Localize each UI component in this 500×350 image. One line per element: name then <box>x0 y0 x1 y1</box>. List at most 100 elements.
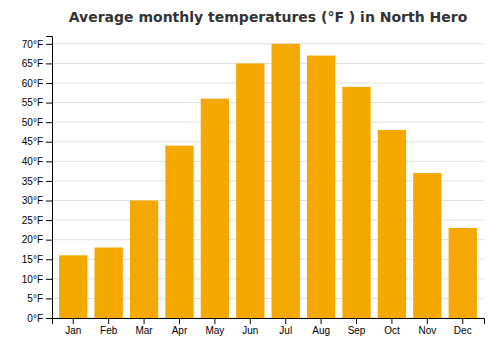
bar <box>59 255 87 318</box>
x-tick-mark <box>250 318 251 324</box>
y-tick: 20°F <box>22 234 52 245</box>
x-tick-label: Aug <box>312 325 330 336</box>
x-tick-mark <box>427 318 428 324</box>
y-tick-label: 45°F <box>22 136 43 147</box>
y-tick: 45°F <box>22 136 52 147</box>
y-tick-label: 35°F <box>22 176 43 187</box>
grid-line <box>52 161 484 162</box>
y-tick-mark <box>46 83 52 84</box>
y-tick-mark <box>46 44 52 45</box>
y-tick-label: 25°F <box>22 215 43 226</box>
x-tick: Jun <box>242 318 258 336</box>
chart: 0°F 5°F 10°F 15°F 20°F 25°F 30°F 35°F 40°F 45°F 50… <box>0 0 500 350</box>
bar <box>413 173 441 318</box>
x-tick: Oct <box>384 318 400 336</box>
y-tick-label: 55°F <box>22 97 43 108</box>
y-tick-mark <box>46 103 52 104</box>
x-tick: Jan <box>65 318 81 336</box>
y-tick: 35°F <box>22 176 52 187</box>
y-tick-label: 10°F <box>22 274 43 285</box>
y-tick: 5°F <box>27 293 52 304</box>
bar <box>272 44 300 318</box>
x-tick: Sep <box>348 318 366 336</box>
x-tick-label: May <box>205 325 224 336</box>
x-tick-label: Jun <box>242 325 258 336</box>
x-axis-line <box>53 319 485 325</box>
y-tick: 30°F <box>22 195 52 206</box>
x-tick-label: Jan <box>65 325 81 336</box>
x-tick-mark <box>73 318 74 324</box>
plot: 0°F 5°F 10°F 15°F 20°F 25°F 30°F 35°F 40°F 45°F 50… <box>22 37 485 337</box>
x-tick: Aug <box>312 318 330 336</box>
x-tick-mark <box>356 318 357 324</box>
bar <box>378 130 406 318</box>
y-tick-mark <box>46 63 52 64</box>
x-tick-label: Jul <box>279 325 292 336</box>
bar <box>236 63 264 318</box>
x-tick-mark <box>108 318 109 324</box>
y-tick-label: 5°F <box>27 293 43 304</box>
y-tick-mark <box>46 259 52 260</box>
y-axis: 0°F 5°F 10°F 15°F 20°F 25°F 30°F 35°F 40°F 45°F 50… <box>22 37 53 324</box>
y-tick-label: 65°F <box>22 58 43 69</box>
x-tick-mark <box>285 318 286 324</box>
y-tick-label: 20°F <box>22 234 43 245</box>
y-tick-mark <box>46 181 52 182</box>
bar <box>201 99 229 318</box>
y-tick-label: 0°F <box>27 313 43 324</box>
bars <box>59 44 477 318</box>
title: Average monthly temperatures (°F ) in No… <box>69 9 468 25</box>
bar <box>342 87 370 318</box>
y-tick-label: 15°F <box>22 254 43 265</box>
x-tick: Feb <box>100 318 118 336</box>
y-tick-label: 50°F <box>22 117 43 128</box>
y-tick-mark <box>46 220 52 221</box>
x-tick-mark <box>321 318 322 324</box>
grid-line <box>52 141 484 142</box>
y-axis-line <box>46 37 53 319</box>
x-tick-mark <box>462 318 463 324</box>
grid-line <box>52 43 484 44</box>
grid <box>52 44 484 318</box>
x-tick-label: Feb <box>100 325 118 336</box>
x-axis: Jan Feb Mar Apr May Jun Jul Aug Sep Oct Nov Dec <box>53 318 485 336</box>
grid-line <box>52 122 484 123</box>
x-tick-label: Oct <box>384 325 400 336</box>
x-tick-mark <box>391 318 392 324</box>
bar <box>449 228 477 318</box>
x-tick: Dec <box>454 318 472 336</box>
x-tick-label: Sep <box>348 325 366 336</box>
grid-line <box>52 102 484 103</box>
y-tick-mark <box>46 201 52 202</box>
y-tick: 60°F <box>22 78 52 89</box>
grid-line <box>52 63 484 64</box>
y-tick: 0°F <box>27 313 52 324</box>
y-tick: 15°F <box>22 254 52 265</box>
y-tick: 65°F <box>22 58 52 69</box>
y-tick: 40°F <box>22 156 52 167</box>
bar <box>165 146 193 318</box>
y-tick-mark <box>46 142 52 143</box>
grid-line <box>52 83 484 84</box>
x-tick-mark <box>214 318 215 324</box>
x-tick-mark <box>179 318 180 324</box>
x-tick-label: Nov <box>418 325 436 336</box>
y-tick-mark <box>46 298 52 299</box>
bar <box>130 201 158 319</box>
x-tick: Apr <box>172 318 188 336</box>
y-tick: 70°F <box>22 39 52 50</box>
bar <box>94 248 122 319</box>
y-tick-mark <box>46 318 52 319</box>
bar <box>307 56 335 318</box>
y-tick-label: 60°F <box>22 78 43 89</box>
y-tick-mark <box>46 279 52 280</box>
x-tick-label: Apr <box>172 325 188 336</box>
y-tick-label: 40°F <box>22 156 43 167</box>
x-tick-label: Mar <box>135 325 153 336</box>
x-tick: Mar <box>135 318 153 336</box>
y-tick-mark <box>46 240 52 241</box>
y-tick: 10°F <box>22 274 52 285</box>
y-tick-label: 30°F <box>22 195 43 206</box>
x-tick: May <box>205 318 224 336</box>
x-tick-mark <box>144 318 145 324</box>
